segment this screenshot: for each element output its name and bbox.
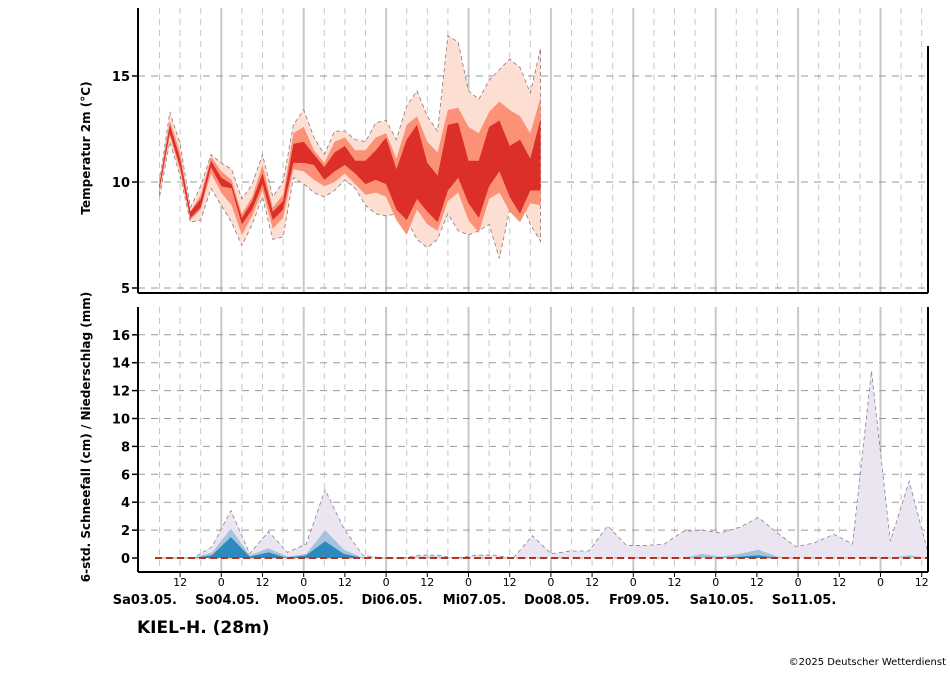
- x-hour-tick-label: 0: [465, 576, 472, 589]
- x-hour-tick-label: 12: [503, 576, 517, 589]
- temperature-bands: [159, 35, 541, 259]
- x-day-label: So04.05.: [195, 593, 259, 608]
- precipitation-ytick-label: 0: [121, 552, 130, 567]
- temperature-axis-label: Temperatur 2m (°C): [79, 81, 93, 214]
- copyright-credit: ©2025 Deutscher Wetterdienst: [788, 657, 946, 668]
- temperature-axes: 5 10 15: [112, 8, 929, 297]
- x-hour-tick-label: 0: [877, 576, 884, 589]
- x-hour-tick-label: 12: [585, 576, 599, 589]
- precipitation-ytick-label: 2: [121, 524, 130, 539]
- x-hour-tick-label: 0: [383, 576, 390, 589]
- x-day-label: Sa03.05.: [113, 593, 177, 608]
- x-hour-tick-label: 12: [256, 576, 270, 589]
- x-hour-tick-label: 0: [218, 576, 225, 589]
- x-day-label: So11.05.: [772, 593, 836, 608]
- x-day-label: Fr09.05.: [609, 593, 670, 608]
- precipitation-ytick-label: 10: [112, 413, 130, 428]
- precipitation-ytick-label: 12: [112, 385, 130, 400]
- x-hour-tick-label: 0: [630, 576, 637, 589]
- x-hour-tick-label: 12: [420, 576, 434, 589]
- x-day-label: Sa10.05.: [690, 593, 754, 608]
- x-hour-tick-label: 12: [832, 576, 846, 589]
- temperature-grid: [138, 8, 928, 293]
- x-day-label: Di06.05.: [361, 593, 422, 608]
- x-day-label: Mi07.05.: [443, 593, 506, 608]
- x-hour-tick-label: 0: [712, 576, 719, 589]
- precipitation-ytick-label: 14: [112, 357, 130, 372]
- temperature-ytick-label: 15: [112, 70, 130, 85]
- x-hour-tick-label: 0: [300, 576, 307, 589]
- temperature-ytick-label: 10: [112, 176, 130, 191]
- precipitation-ytick-label: 16: [112, 329, 130, 344]
- x-hour-tick-label: 0: [547, 576, 554, 589]
- temperature-inner-band: [159, 118, 541, 225]
- station-title: KIEL-H. (28m): [137, 618, 270, 638]
- x-day-label: Mo05.05.: [276, 593, 344, 608]
- precipitation-ytick-label: 6: [121, 468, 130, 483]
- x-hour-tick-label: 12: [338, 576, 352, 589]
- x-hour-tick-label: 0: [795, 576, 802, 589]
- x-hour-tick-label: 12: [915, 576, 929, 589]
- precipitation-grid: [138, 307, 928, 572]
- precipitation-ytick-label: 4: [121, 496, 130, 511]
- precipitation-bands: [155, 371, 929, 559]
- precipitation-axis-label: 6-std. Schneefall (cm) / Niederschlag (m…: [79, 292, 93, 582]
- precipitation-axes: 0 2 4 6 8 10 12 14 16: [112, 307, 929, 573]
- x-hour-tick-label: 12: [668, 576, 682, 589]
- x-hour-tick-label: 12: [750, 576, 764, 589]
- x-hour-tick-label: 12: [173, 576, 187, 589]
- temperature-ytick-label: 5: [121, 282, 130, 297]
- precipitation-inner-band: [155, 537, 928, 558]
- x-day-label: Do08.05.: [524, 593, 590, 608]
- precipitation-ytick-label: 8: [121, 440, 130, 455]
- x-axis-labels: 12 0 12 0 12 0 12 0 12 0 12 0 12 0 12 0 12 0 12 Sa03.05. So0…: [113, 572, 929, 608]
